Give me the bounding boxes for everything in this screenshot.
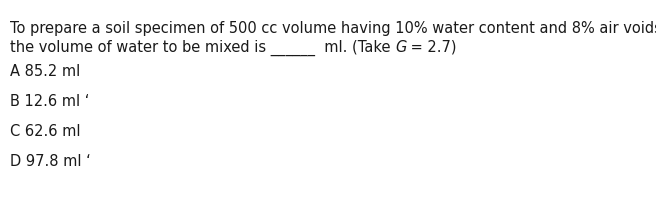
Text: To prepare a soil specimen of 500 cc volume having 10% water content and 8% air : To prepare a soil specimen of 500 cc vol… bbox=[10, 21, 656, 36]
Text: = 2.7): = 2.7) bbox=[407, 40, 457, 55]
Text: B 12.6 ml ‘: B 12.6 ml ‘ bbox=[10, 94, 89, 109]
Text: D 97.8 ml ‘: D 97.8 ml ‘ bbox=[10, 153, 91, 168]
Text: C 62.6 ml: C 62.6 ml bbox=[10, 123, 81, 138]
Text: A 85.2 ml: A 85.2 ml bbox=[10, 64, 80, 79]
Text: the volume of water to be mixed is ______  ml. (Take: the volume of water to be mixed is _____… bbox=[10, 40, 395, 56]
Text: G: G bbox=[395, 40, 407, 55]
